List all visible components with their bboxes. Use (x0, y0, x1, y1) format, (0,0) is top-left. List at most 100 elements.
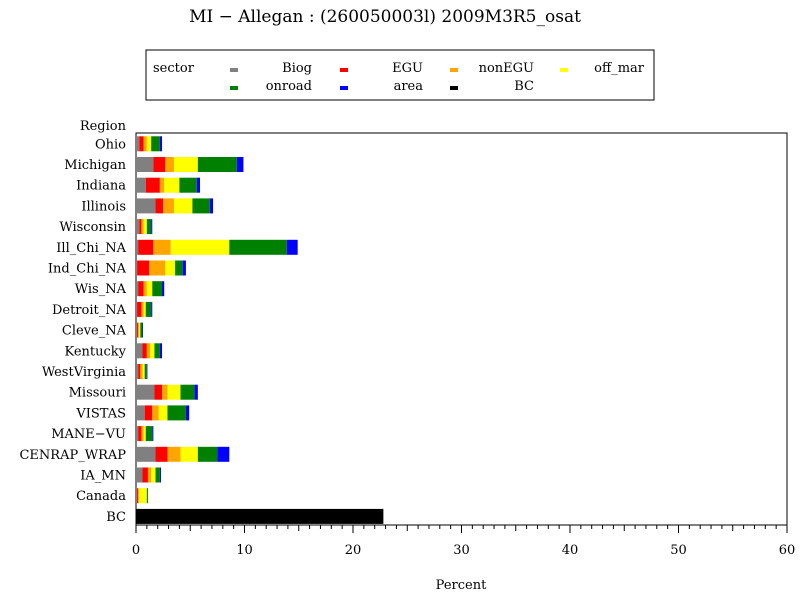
legend-swatch-off_mar (560, 68, 568, 72)
bar-segment-onroad-0 (151, 136, 160, 152)
bar-segment-nonegu-8 (141, 301, 144, 317)
bar-segment-egu-17 (137, 488, 139, 504)
bar-segment-biog-13 (136, 405, 145, 421)
legend-label-off_mar: off_mar (594, 61, 645, 76)
x-tick-label: 30 (453, 543, 470, 558)
bar-segment-area-13 (185, 405, 190, 421)
bar-segment-egu-12 (154, 384, 163, 400)
legend-title: sector (153, 61, 195, 76)
bar-segment-off_mar-7 (146, 281, 153, 297)
bar-segment-area-15 (217, 446, 230, 462)
legend-label-bc: BC (514, 79, 534, 94)
bar-segment-area-3 (209, 198, 214, 214)
bar-segment-area-12 (194, 384, 198, 400)
chart-title: MI − Allegan : (260050003l) 2009M3R5_osa… (189, 7, 581, 27)
x-tick-label: 10 (236, 543, 253, 558)
bar-segment-nonegu-7 (143, 281, 147, 297)
bar-segment-area-11 (146, 364, 148, 379)
bar-segment-biog-3 (136, 198, 156, 214)
y-tick-label: Ohio (95, 137, 126, 152)
bar-segment-onroad-10 (154, 343, 160, 359)
bar-segment-nonegu-2 (159, 177, 165, 193)
y-tick-label: Canada (76, 489, 126, 504)
bar-segment-off_mar-17 (139, 488, 147, 504)
y-tick-label: Wis_NA (75, 282, 127, 297)
x-axis-label: Percent (436, 578, 487, 593)
bar-segment-off_mar-11 (142, 364, 145, 379)
legend-label-onroad: onroad (266, 79, 312, 94)
bar-segment-egu-13 (144, 405, 153, 421)
legend-box (145, 49, 655, 101)
bar-segment-area-16 (159, 467, 161, 483)
bar-segment-nonegu-3 (163, 198, 174, 214)
bar-segment-off_mar-12 (167, 384, 181, 400)
bar-segment-nonegu-14 (141, 426, 144, 442)
bar-segment-nonegu-16 (147, 467, 152, 483)
bar-segment-onroad-2 (179, 177, 197, 193)
bar-segment-biog-4 (136, 219, 140, 235)
bar-segment-egu-10 (142, 343, 147, 359)
bar-segment-egu-15 (155, 446, 168, 462)
bar-segment-nonegu-5 (153, 239, 171, 255)
bar-segment-nonegu-10 (146, 343, 151, 359)
bar-segment-egu-4 (139, 219, 142, 235)
bar-segment-onroad-15 (197, 446, 218, 462)
bar-segment-off_mar-16 (151, 467, 156, 483)
bar-segment-nonegu-12 (162, 384, 168, 400)
bar-segment-onroad-17 (146, 488, 148, 504)
bar-segment-biog-0 (136, 136, 140, 152)
bar-segment-egu-1 (153, 157, 166, 172)
bar-segment-nonegu-0 (143, 136, 147, 152)
bar-segment-nonegu-17 (138, 488, 140, 504)
bar-segment-egu-5 (138, 239, 154, 255)
bar-segment-nonegu-9 (138, 322, 140, 338)
bar-segment-biog-7 (136, 281, 139, 297)
bar-segment-onroad-4 (146, 219, 152, 235)
bar-segment-onroad-5 (229, 239, 287, 255)
bar-segment-area-14 (152, 426, 154, 442)
y-tick-label: VISTAS (75, 406, 126, 421)
x-tick-label: 0 (132, 543, 140, 558)
bar-segment-onroad-12 (180, 384, 195, 400)
y-tick-label: Cleve_NA (62, 324, 127, 339)
bar-segment-biog-11 (136, 364, 139, 379)
legend-swatch-area (340, 86, 348, 90)
legend-label-nonegu: nonEGU (479, 61, 534, 76)
y-tick-label: Wisconsin (59, 220, 126, 235)
y-tick-label: Missouri (69, 386, 126, 401)
y-axis-label: Region (80, 119, 127, 134)
bar-segment-onroad-3 (192, 198, 210, 214)
bar-segment-onroad-1 (197, 157, 237, 172)
bar-segment-onroad-11 (144, 364, 147, 379)
y-tick-label: CENRAP_WRAP (19, 448, 126, 463)
bar-segment-onroad-9 (140, 322, 143, 338)
bar-segment-biog-17 (136, 488, 138, 504)
x-tick-label: 40 (562, 543, 579, 558)
y-tick-label: Ill_Chi_NA (56, 241, 126, 256)
bar-segment-egu-3 (155, 198, 164, 214)
bar-segment-area-5 (286, 239, 298, 255)
bar-segment-egu-6 (137, 260, 150, 276)
bar-segment-area-0 (159, 136, 163, 152)
bar-segment-off_mar-15 (180, 446, 198, 462)
bar-segment-biog-12 (136, 384, 155, 400)
bar-segment-egu-7 (138, 281, 144, 297)
y-tick-label: BC (106, 510, 126, 525)
bar-segment-biog-2 (136, 177, 146, 193)
bar-segment-egu-2 (145, 177, 160, 193)
legend-label-area: area (394, 79, 424, 94)
bar-segment-off_mar-1 (173, 157, 198, 172)
bars-group (136, 136, 384, 524)
bar-segment-onroad-13 (167, 405, 186, 421)
bar-segment-area-2 (196, 177, 201, 193)
bar-segment-onroad-6 (175, 260, 183, 276)
legend-swatch-nonegu (450, 68, 458, 72)
y-tick-label: MANE−VU (51, 427, 126, 442)
y-tick-labels: Ohio Michigan Indiana Illinois Wisconsin Ill_… (19, 137, 126, 525)
bar-segment-onroad-7 (152, 281, 163, 297)
bar-segment-area-9 (142, 322, 144, 338)
bar-segment-egu-9 (137, 322, 139, 338)
bar-segment-biog-9 (136, 322, 138, 338)
y-tick-label: Ind_Chi_NA (48, 262, 127, 277)
